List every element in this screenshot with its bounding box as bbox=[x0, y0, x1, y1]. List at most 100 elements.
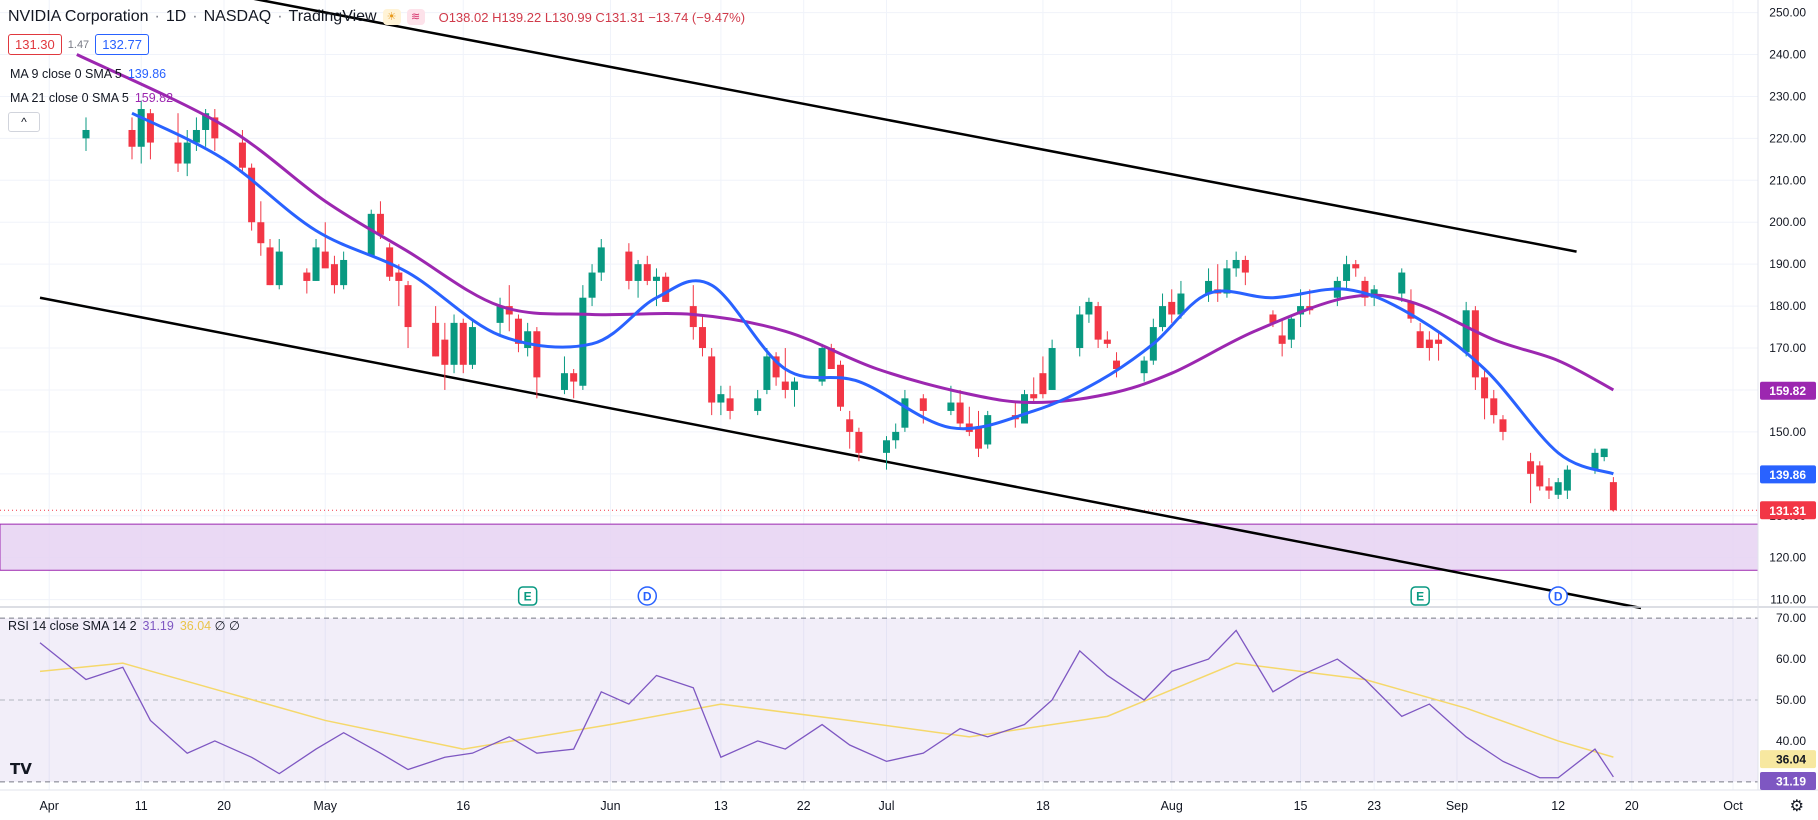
tradingview-logo-icon[interactable]: TV bbox=[10, 760, 32, 778]
candle[interactable] bbox=[441, 339, 449, 365]
candle[interactable] bbox=[1416, 331, 1424, 349]
candle[interactable] bbox=[570, 373, 578, 382]
candle[interactable] bbox=[1361, 280, 1369, 298]
candle[interactable] bbox=[1140, 360, 1148, 374]
ma9-legend[interactable]: MA 9 close 0 SMA 5 139.86 bbox=[10, 67, 166, 81]
candle[interactable] bbox=[1048, 348, 1056, 390]
candle[interactable] bbox=[1545, 486, 1553, 491]
ma21-legend[interactable]: MA 21 close 0 SMA 5 159.82 bbox=[10, 91, 173, 105]
candle[interactable] bbox=[855, 431, 863, 453]
candle[interactable] bbox=[450, 322, 458, 365]
candle[interactable] bbox=[1481, 377, 1489, 399]
candle[interactable] bbox=[266, 247, 274, 286]
candle[interactable] bbox=[956, 402, 964, 424]
candle[interactable] bbox=[827, 348, 835, 369]
candle[interactable] bbox=[708, 356, 716, 403]
candle[interactable] bbox=[634, 264, 642, 281]
candle[interactable] bbox=[901, 398, 909, 428]
candle[interactable] bbox=[1278, 335, 1286, 344]
candle[interactable] bbox=[754, 398, 762, 411]
candle[interactable] bbox=[1021, 394, 1029, 424]
candle[interactable] bbox=[560, 373, 568, 390]
earnings-marker[interactable] bbox=[1410, 586, 1430, 606]
candle[interactable] bbox=[211, 117, 219, 139]
candle[interactable] bbox=[1287, 318, 1295, 340]
candle[interactable] bbox=[146, 113, 154, 143]
candle[interactable] bbox=[1398, 272, 1406, 294]
candle[interactable] bbox=[1370, 289, 1378, 298]
candle[interactable] bbox=[238, 142, 246, 168]
candle[interactable] bbox=[790, 381, 798, 390]
candle[interactable] bbox=[1536, 465, 1544, 487]
candle[interactable] bbox=[340, 259, 348, 286]
last-price-badge[interactable] bbox=[1760, 501, 1816, 520]
candle[interactable] bbox=[468, 327, 476, 365]
candle[interactable] bbox=[192, 129, 200, 143]
earnings-marker[interactable] bbox=[517, 586, 538, 606]
candle[interactable] bbox=[643, 264, 651, 281]
candle[interactable] bbox=[1269, 314, 1277, 323]
candle[interactable] bbox=[1297, 306, 1305, 315]
candle[interactable] bbox=[82, 129, 90, 139]
candle[interactable] bbox=[1205, 280, 1213, 294]
candle[interactable] bbox=[303, 272, 311, 281]
trendline[interactable] bbox=[39, 296, 1642, 610]
ma9-line[interactable] bbox=[131, 111, 1614, 476]
ma21-line[interactable] bbox=[76, 53, 1615, 405]
candle[interactable] bbox=[975, 427, 983, 449]
candle[interactable] bbox=[432, 322, 440, 357]
candle[interactable] bbox=[1085, 301, 1093, 315]
candle[interactable] bbox=[395, 272, 403, 281]
candle[interactable] bbox=[1343, 264, 1351, 281]
market-open-icon[interactable]: ☀ bbox=[382, 9, 401, 25]
candle[interactable] bbox=[533, 331, 541, 378]
data-wave-icon[interactable]: ≋ bbox=[406, 9, 425, 25]
candle[interactable] bbox=[275, 251, 283, 286]
rsi-legend[interactable]: RSI 14 close SMA 14 2 31.19 36.04 ∅ ∅ bbox=[8, 618, 240, 633]
candle[interactable] bbox=[1076, 314, 1084, 349]
candle[interactable] bbox=[726, 398, 734, 411]
rsi-sma-line[interactable] bbox=[39, 662, 1614, 758]
candle[interactable] bbox=[1462, 310, 1470, 353]
ask-price[interactable]: 132.77 bbox=[95, 34, 149, 55]
candle[interactable] bbox=[588, 272, 596, 298]
candle[interactable] bbox=[1223, 268, 1231, 294]
candle[interactable] bbox=[919, 398, 927, 411]
candle[interactable] bbox=[1435, 339, 1443, 344]
candle[interactable] bbox=[248, 167, 256, 223]
candle[interactable] bbox=[1103, 339, 1111, 344]
candle[interactable] bbox=[1039, 373, 1047, 395]
candle[interactable] bbox=[1168, 301, 1176, 315]
candle[interactable] bbox=[763, 356, 771, 390]
candle[interactable] bbox=[1241, 259, 1249, 273]
candle[interactable] bbox=[514, 318, 522, 344]
candle[interactable] bbox=[496, 306, 504, 323]
candle[interactable] bbox=[836, 364, 844, 407]
candle[interactable] bbox=[1094, 306, 1102, 340]
candle[interactable] bbox=[1113, 360, 1121, 369]
candle[interactable] bbox=[1425, 339, 1433, 349]
candle[interactable] bbox=[1563, 469, 1571, 491]
ma21-price-badge[interactable] bbox=[1760, 381, 1816, 400]
candle[interactable] bbox=[1352, 264, 1360, 269]
candle[interactable] bbox=[689, 306, 697, 328]
candle[interactable] bbox=[846, 419, 854, 432]
candle[interactable] bbox=[1591, 452, 1599, 470]
rsi-sma-badge[interactable] bbox=[1760, 750, 1816, 769]
candle[interactable] bbox=[367, 213, 375, 256]
candle[interactable] bbox=[698, 327, 706, 349]
candle[interactable] bbox=[1471, 310, 1479, 378]
collapse-legend-button[interactable]: ^ bbox=[8, 112, 40, 132]
candle[interactable] bbox=[1609, 482, 1617, 511]
candle[interactable] bbox=[579, 297, 587, 386]
dividend-marker[interactable] bbox=[637, 586, 658, 606]
candle[interactable] bbox=[1030, 394, 1038, 399]
symbol-name[interactable]: NVIDIA Corporation bbox=[8, 8, 149, 25]
candle[interactable] bbox=[818, 348, 826, 382]
dividend-marker[interactable] bbox=[1548, 586, 1568, 606]
candle[interactable] bbox=[1600, 448, 1608, 458]
gear-icon[interactable]: ⚙ bbox=[1789, 798, 1804, 815]
candle[interactable] bbox=[1554, 482, 1562, 495]
rsi-badge[interactable] bbox=[1760, 771, 1816, 790]
candle[interactable] bbox=[984, 415, 992, 445]
